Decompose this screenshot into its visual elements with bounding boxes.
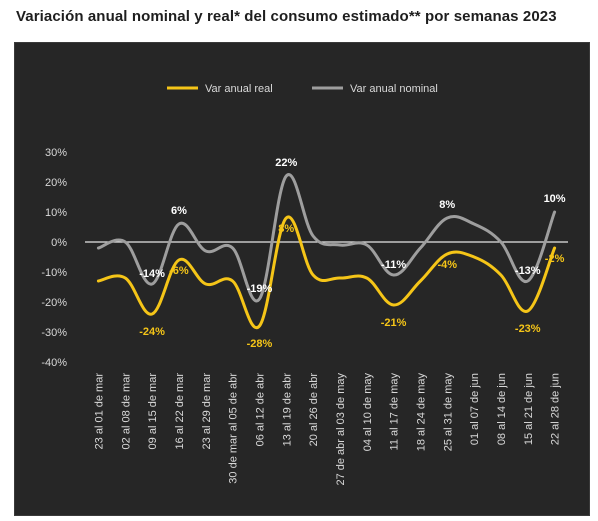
- data-label-nominal: 8%: [439, 199, 455, 211]
- x-tick-label: 06 al 12 de abr: [254, 373, 266, 447]
- x-tick-label: 04 al 10 de may: [362, 373, 374, 452]
- data-label-real: -21%: [381, 317, 407, 329]
- series-line-nominal: [96, 173, 557, 303]
- x-tick-label: 18 al 24 de may: [415, 373, 427, 452]
- data-label-nominal: 22%: [275, 157, 297, 169]
- data-label-nominal: -14%: [139, 268, 165, 280]
- x-tick-label: 01 al 07 de jun: [469, 373, 481, 445]
- y-tick-label: 0%: [51, 237, 67, 249]
- y-tick-label: 10%: [45, 207, 67, 219]
- data-label-real: -6%: [169, 265, 189, 277]
- data-label-real: 8%: [278, 223, 294, 235]
- x-tick-label: 30 de mar al 05 de abr: [228, 373, 240, 484]
- x-tick-label: 22 al 28 de jun: [550, 373, 562, 445]
- x-tick-label: 09 al 15 de mar: [147, 373, 159, 450]
- x-tick-label: 20 al 26 de abr: [308, 373, 320, 447]
- data-label-real: -23%: [515, 323, 541, 335]
- chart-title: Variación anual nominal y real* del cons…: [16, 8, 557, 25]
- data-label-real: -24%: [139, 326, 165, 338]
- y-tick-label: -10%: [41, 267, 67, 279]
- x-tick-label: 13 al 19 de abr: [281, 373, 293, 447]
- y-tick-label: -40%: [41, 357, 67, 369]
- data-label-real: -4%: [437, 259, 457, 271]
- x-tick-label: 08 al 14 de jun: [496, 373, 508, 445]
- data-label-nominal: 10%: [544, 193, 566, 205]
- x-tick-label: 27 de abr al 03 de may: [335, 373, 347, 486]
- y-tick-label: 30%: [45, 147, 67, 159]
- data-label-nominal: -19%: [247, 283, 273, 295]
- data-label-nominal: 6%: [171, 205, 187, 217]
- legend-label-nominal: Var anual nominal: [350, 83, 438, 95]
- legend-label-real: Var anual real: [205, 83, 273, 95]
- x-tick-label: 23 al 29 de mar: [201, 373, 213, 450]
- y-tick-label: -20%: [41, 297, 67, 309]
- y-tick-label: 20%: [45, 177, 67, 189]
- x-tick-label: 16 al 22 de mar: [174, 373, 186, 450]
- chart-panel: Var anual real Var anual nominal 30% 20% 10%…: [14, 42, 590, 516]
- x-tick-label: 25 al 31 de may: [442, 373, 454, 452]
- line-chart: Var anual real Var anual nominal 30% 20% 10%…: [41, 83, 568, 486]
- data-label-nominal: -13%: [515, 265, 541, 277]
- x-tick-label: 15 al 21 de jun: [523, 373, 535, 445]
- y-tick-label: -30%: [41, 327, 67, 339]
- series-line-real: [96, 215, 557, 330]
- data-label-real: -28%: [247, 338, 273, 350]
- data-label-real: -2%: [545, 253, 565, 265]
- x-tick-label: 23 al 01 de mar: [93, 373, 105, 450]
- x-tick-label: 02 al 08 de mar: [120, 373, 132, 450]
- data-label-nominal: -11%: [381, 259, 406, 271]
- x-tick-label: 11 al 17 de may: [389, 373, 401, 451]
